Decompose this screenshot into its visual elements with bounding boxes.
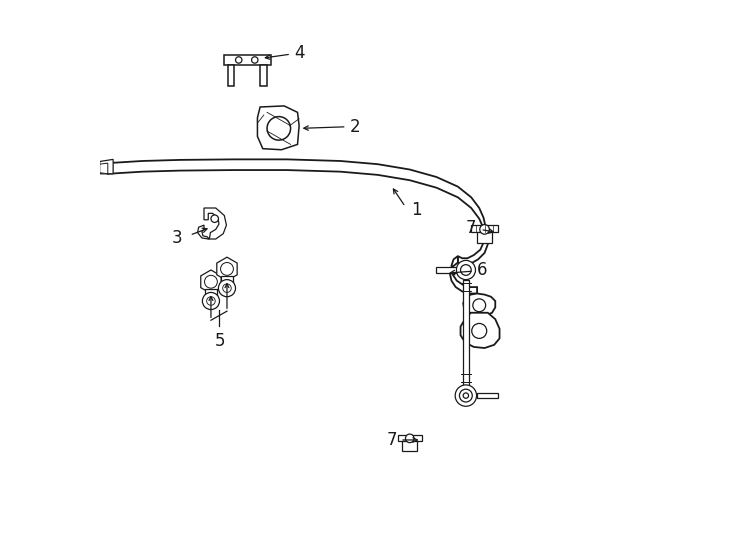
Circle shape [267, 117, 291, 140]
Text: 5: 5 [215, 332, 225, 349]
Circle shape [455, 385, 476, 406]
Circle shape [211, 215, 219, 222]
Polygon shape [108, 159, 486, 238]
Circle shape [405, 434, 414, 443]
Text: 2: 2 [350, 118, 360, 136]
Circle shape [205, 275, 217, 288]
Polygon shape [402, 441, 417, 451]
Polygon shape [100, 163, 108, 174]
Text: 7: 7 [465, 219, 476, 237]
Polygon shape [450, 256, 477, 294]
Polygon shape [398, 435, 421, 441]
Polygon shape [217, 257, 237, 281]
Circle shape [222, 284, 231, 293]
Polygon shape [463, 280, 468, 388]
Polygon shape [205, 289, 217, 301]
Circle shape [219, 280, 236, 296]
Polygon shape [201, 270, 221, 294]
Text: 7: 7 [386, 431, 397, 449]
Circle shape [472, 323, 487, 339]
Polygon shape [258, 106, 299, 150]
Text: 3: 3 [172, 229, 183, 247]
Circle shape [236, 57, 242, 63]
Polygon shape [197, 225, 209, 239]
Polygon shape [204, 208, 227, 239]
Polygon shape [260, 65, 266, 86]
Polygon shape [460, 313, 500, 348]
Circle shape [463, 393, 468, 399]
Polygon shape [437, 267, 457, 273]
Polygon shape [224, 55, 271, 65]
Circle shape [252, 57, 258, 63]
Circle shape [457, 260, 476, 280]
Polygon shape [470, 225, 498, 232]
Circle shape [459, 389, 472, 402]
Text: 1: 1 [411, 201, 421, 219]
Circle shape [460, 265, 471, 275]
Text: 6: 6 [477, 261, 487, 279]
Circle shape [220, 262, 233, 275]
Polygon shape [476, 393, 498, 399]
Polygon shape [458, 227, 488, 265]
Polygon shape [477, 232, 492, 244]
Text: 4: 4 [294, 44, 305, 62]
Circle shape [207, 296, 215, 305]
Polygon shape [228, 65, 234, 86]
Polygon shape [463, 294, 495, 316]
Circle shape [480, 225, 490, 234]
Polygon shape [220, 276, 233, 288]
Circle shape [473, 299, 486, 312]
Polygon shape [100, 159, 113, 174]
Circle shape [203, 293, 219, 309]
